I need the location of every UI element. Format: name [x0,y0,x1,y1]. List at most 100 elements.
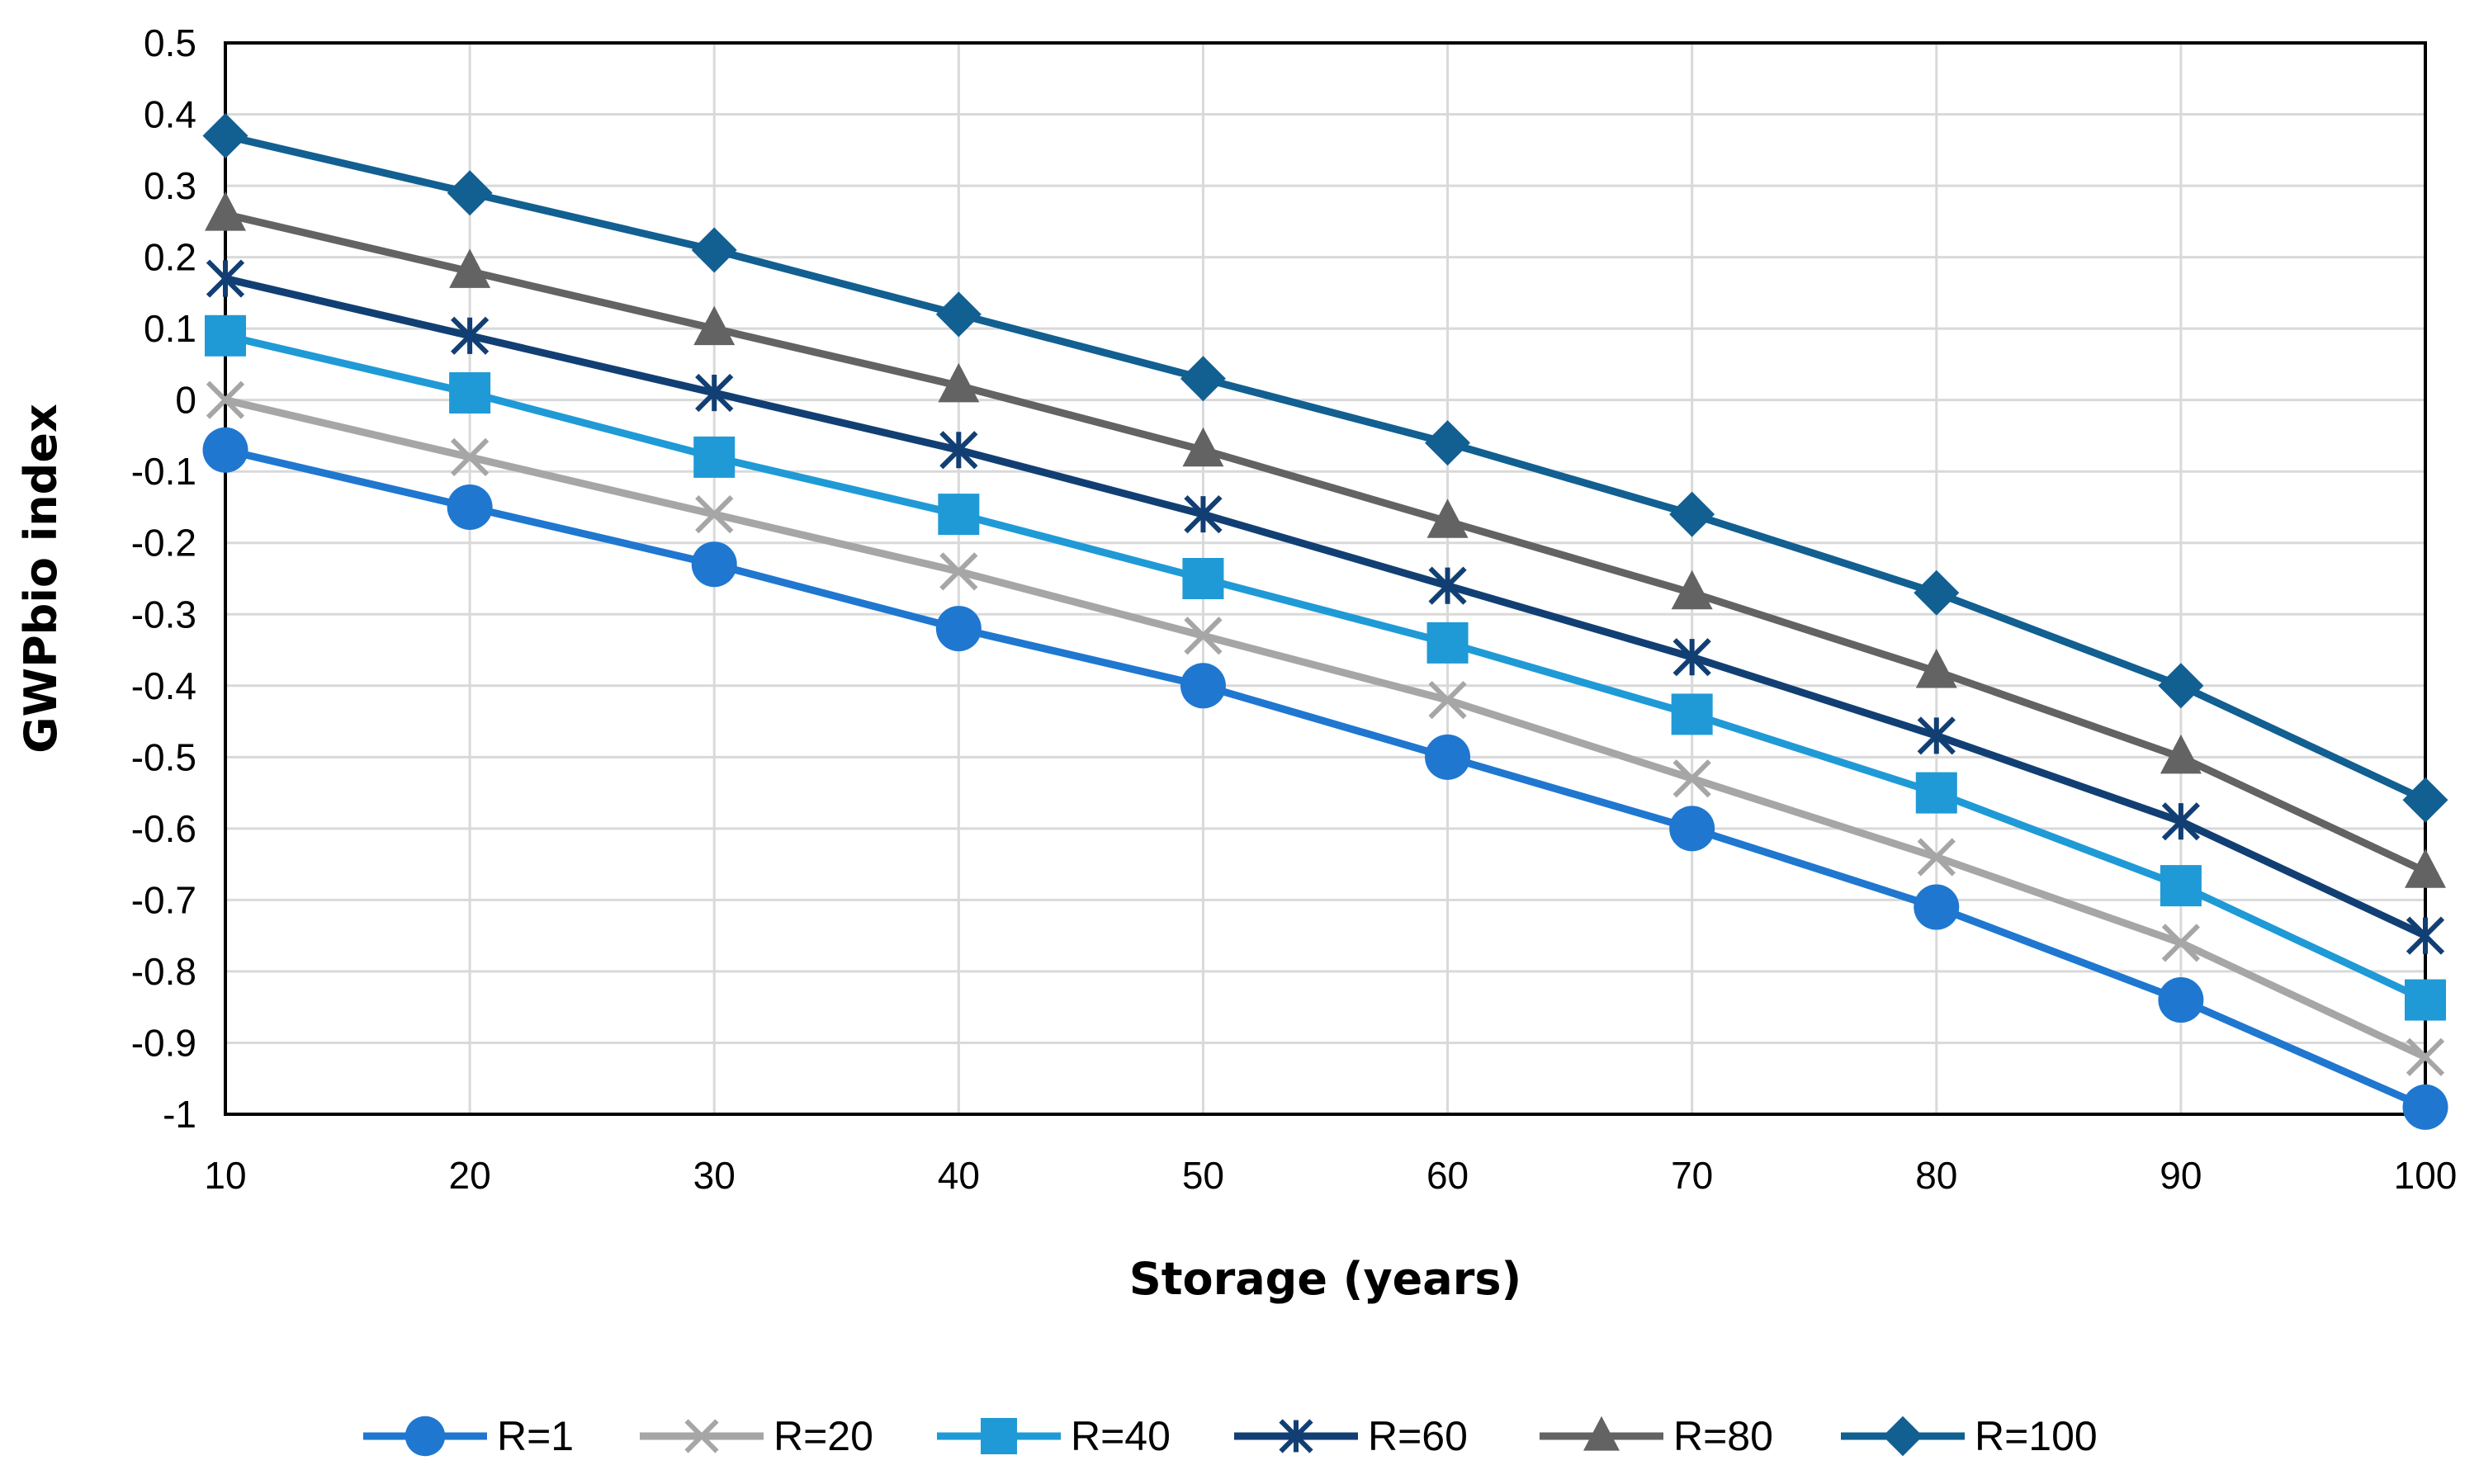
legend-marker [1583,1415,1620,1451]
data-point [693,305,736,346]
data-point [1915,772,1957,814]
marker-stroke [1428,680,1467,720]
data-point [205,191,246,231]
data-point [935,606,982,652]
series-line [224,446,2427,1111]
legend-item-r20: R=20 [640,1413,873,1459]
legend-label: R=20 [774,1413,873,1459]
data-point [1672,759,1711,798]
data-point [1915,648,1957,688]
data-point [1671,693,1713,735]
data-point [693,436,736,478]
data-point [447,170,493,216]
series-r60 [206,259,2445,955]
data-point [2402,777,2448,823]
data-point [450,437,490,477]
series-r40 [205,314,2446,1021]
data-point [1672,638,1711,677]
legend-marker [1882,1415,1923,1457]
y-axis-title: GWPbio index [15,404,67,754]
data-point [1426,499,1469,538]
data-point [691,227,737,273]
y-tick-label: -0.7 [131,878,196,921]
data-point [2158,663,2204,709]
x-tick-label: 60 [1426,1154,1469,1197]
data-point [206,259,245,298]
x-tick-label: 70 [1671,1154,1713,1197]
y-tick-label: -0.4 [131,664,196,707]
y-tick-label: -0.6 [131,807,196,850]
legend-item-r40: R=40 [937,1413,1171,1459]
data-point [1182,427,1224,467]
marker-stroke [206,380,245,419]
marker-stroke [684,1419,719,1453]
data-point [2161,802,2201,841]
y-tick-label: 0.2 [144,236,196,279]
data-point [2405,979,2446,1021]
data-point [449,248,491,288]
y-tick-label: 0.5 [144,21,196,64]
y-axis-ticks: 0.5 0.4 0.3 0.2 0.1 0 -0.1 -0.2 -0.3 -0.4 -0.5 -0.6… [131,21,196,1136]
data-point [1180,356,1226,402]
series-line [224,132,2427,804]
data-point [1425,420,1471,466]
data-point [1184,494,1223,534]
marker-stroke [450,437,490,477]
data-point [1180,663,1226,709]
series-line [224,210,2427,875]
data-point [2160,734,2202,774]
x-tick-label: 100 [2394,1154,2458,1197]
marker-stroke [1672,759,1711,798]
data-point [1669,806,1715,852]
legend-label: R=40 [1071,1413,1171,1459]
y-tick-label: -0.3 [131,593,196,636]
x-tick-label: 10 [204,1154,246,1197]
data-point [449,372,491,414]
data-point [202,427,248,473]
data-point [1428,566,1467,605]
data-point [938,494,980,536]
data-point [1917,716,1956,755]
series-r20 [206,380,2445,1076]
legend-item-r60: R=60 [1234,1413,1468,1459]
data-point [939,431,978,470]
data-point [1425,734,1471,780]
x-tick-label: 20 [449,1154,491,1197]
series-r100 [202,112,2448,823]
legend: R=1 R=20 R=40 R=60 R=80 R=100 [363,1413,2098,1459]
y-tick-label: -0.8 [131,950,196,993]
x-tick-label: 40 [938,1154,980,1197]
data-point [450,316,490,355]
series-line [224,275,2427,939]
marker-stroke [695,494,734,534]
series-r80 [205,191,2446,888]
data-point [205,314,246,357]
legend-label: R=100 [1975,1413,2098,1459]
series-line [224,396,2427,1061]
x-axis-ticks: 10 20 30 40 50 60 70 80 90 100 [204,1154,2457,1197]
data-point [2406,916,2445,955]
y-tick-label: -0.5 [131,735,196,778]
data-point [1671,569,1713,610]
legend-item-r80: R=80 [1540,1413,1773,1459]
y-tick-label: 0.3 [144,164,196,207]
y-tick-label: -0.1 [131,450,196,493]
legend-marker [981,1418,1017,1454]
series-group [202,112,2448,1130]
plot-area-frame [224,41,2427,1116]
y-tick-label: -1 [163,1093,196,1136]
marker-stroke [939,552,978,591]
legend-item-r1: R=1 [363,1413,574,1459]
series-r1 [202,427,2448,1130]
data-point [935,291,982,338]
data-point [206,380,245,419]
marker-stroke [2161,924,2201,962]
x-tick-label: 80 [1915,1154,1957,1197]
legend-item-r100: R=100 [1841,1413,2098,1459]
data-point [1914,884,1960,930]
y-tick-label: 0 [175,379,196,422]
data-point [202,112,248,158]
data-point [1182,558,1224,599]
x-tick-label: 30 [693,1154,736,1197]
